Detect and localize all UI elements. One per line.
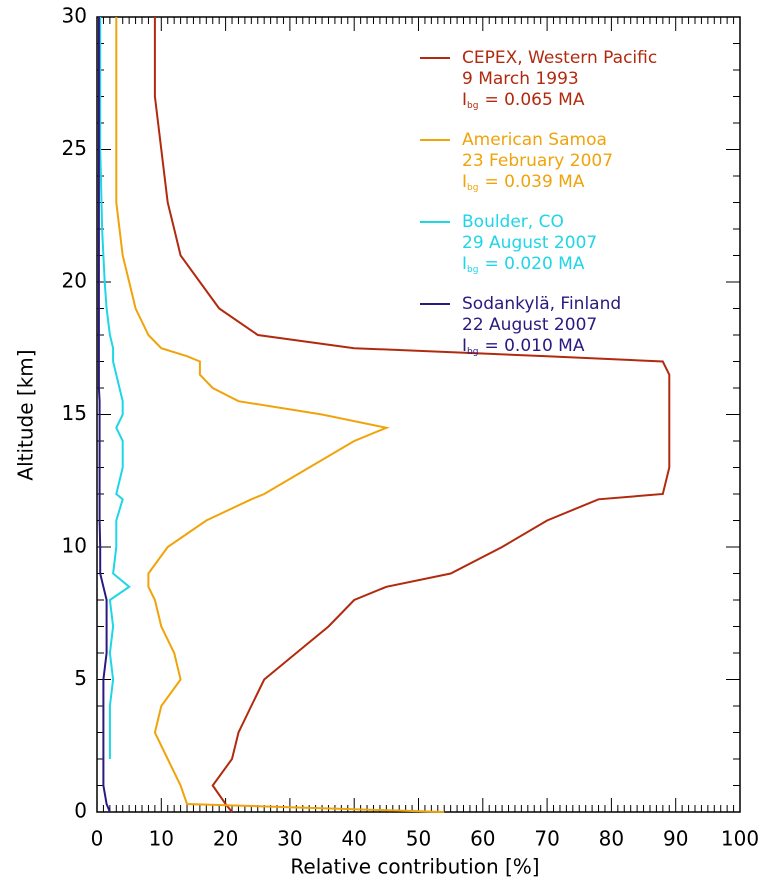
x-tick-label: 40 (341, 827, 366, 851)
current-subscript: bg (467, 265, 478, 275)
x-tick-label: 10 (149, 827, 174, 851)
profile-line (153, 17, 671, 813)
x-tick-label: 50 (406, 827, 431, 851)
legend-date: 23 February 2007 (462, 151, 613, 171)
current-symbol: I (462, 254, 467, 274)
profile-line (99, 17, 131, 759)
y-tick-label: 5 (74, 666, 87, 690)
current-value: = 0.065 MA (484, 90, 584, 110)
y-tick-label: 25 (62, 136, 87, 160)
legend-name: Sodankylä, Finland (462, 294, 621, 314)
y-tick-label: 15 (62, 401, 87, 425)
current-subscript: bg (467, 101, 478, 111)
x-tick-label: 90 (663, 827, 688, 851)
x-tick-label: 30 (277, 827, 302, 851)
legend-current: Ibg = 0.010 MA (462, 336, 585, 357)
legend-date: 9 March 1993 (462, 69, 579, 89)
y-tick-label: 20 (62, 269, 87, 293)
legend-date: 29 August 2007 (462, 233, 597, 253)
x-tick-label: 0 (91, 827, 104, 851)
profile-line (97, 17, 111, 813)
legend-name: American Samoa (462, 130, 607, 150)
legend-current: Ibg = 0.039 MA (462, 172, 585, 193)
current-subscript: bg (467, 183, 478, 193)
x-tick-label: 80 (599, 827, 624, 851)
x-tick-label: 60 (470, 827, 495, 851)
profile-line (115, 17, 445, 813)
current-value: = 0.010 MA (484, 336, 584, 356)
legend-current: Ibg = 0.065 MA (462, 90, 585, 111)
x-axis-label: Relative contribution [%] (290, 855, 539, 879)
y-tick-label: 10 (62, 534, 87, 558)
current-value: = 0.020 MA (484, 254, 584, 274)
legend-name: Boulder, CO (462, 212, 564, 232)
y-axis-label: Altitude [km] (14, 349, 38, 480)
legend-current: Ibg = 0.020 MA (462, 254, 585, 275)
y-tick-label: 30 (62, 4, 87, 28)
x-tick-label: 70 (534, 827, 559, 851)
current-symbol: I (462, 172, 467, 192)
legend-date: 22 August 2007 (462, 315, 597, 335)
x-tick-label: 20 (213, 827, 238, 851)
plot-frame (96, 16, 741, 813)
current-symbol: I (462, 90, 467, 110)
legend-name: CEPEX, Western Pacific (462, 48, 657, 68)
current-subscript: bg (467, 347, 478, 357)
current-symbol: I (462, 336, 467, 356)
current-value: = 0.039 MA (484, 172, 584, 192)
x-tick-label: 100 (721, 827, 759, 851)
y-tick-label: 0 (74, 799, 87, 823)
